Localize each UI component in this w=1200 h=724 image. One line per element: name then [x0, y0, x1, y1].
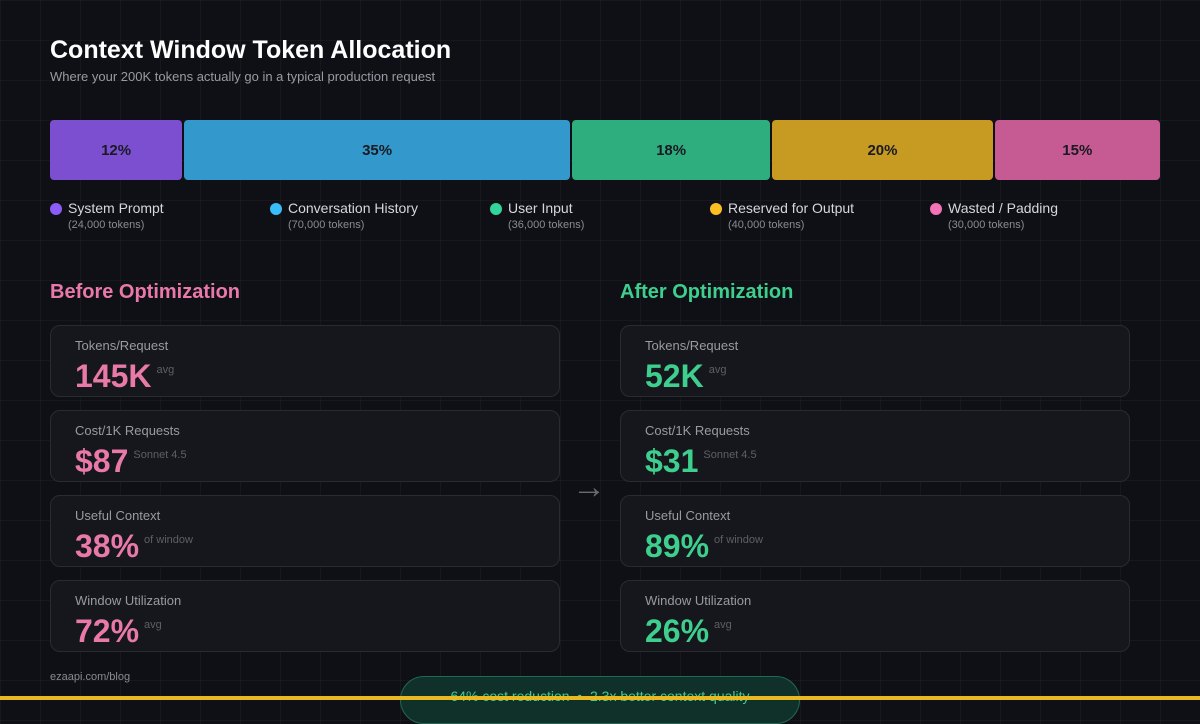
metric-card: Tokens/Request 145K avg	[50, 325, 560, 397]
metric-value-row: $87 Sonnet 4.5	[75, 443, 187, 480]
metric-label: Window Utilization	[75, 593, 182, 608]
metric-card: Window Utilization 72% avg	[50, 580, 560, 652]
legend-dot	[710, 203, 722, 215]
metric-value: 72%	[75, 613, 140, 649]
metric-value-row: 89% of window	[645, 528, 763, 565]
metric-value-row: 26% avg	[645, 613, 732, 650]
legend-tokens: (70,000 tokens)	[288, 219, 365, 231]
metric-card: Window Utilization 26% avg	[620, 580, 1130, 652]
metric-unit: avg	[144, 619, 162, 631]
source: ezaapi.com/blog	[50, 671, 131, 683]
legend-dot	[490, 203, 502, 215]
bar-segment: 35%	[184, 120, 570, 180]
metric-value: 145K	[75, 358, 152, 394]
legend-dot	[930, 203, 942, 215]
legend-tokens: (24,000 tokens)	[68, 219, 145, 231]
metric-label: Cost/1K Requests	[75, 423, 180, 438]
bar-segment: 15%	[994, 120, 1160, 180]
metric-unit: avg	[708, 364, 727, 376]
metric-unit: Sonnet 4.5	[133, 449, 187, 461]
legend-label: Conversation History	[288, 200, 418, 216]
allocation-bar: 12% 35% 18% 20% 15%	[50, 120, 1160, 180]
legend-tokens: (30,000 tokens)	[948, 219, 1025, 231]
section-title: After Optimization	[620, 281, 794, 303]
section-title: Before Optimization	[50, 281, 241, 303]
metric-card: Tokens/Request 52K avg	[620, 325, 1130, 397]
metric-unit: avg	[714, 619, 732, 631]
metric-value: $87	[75, 443, 129, 479]
legend-dot	[270, 203, 282, 215]
segment-label: 18%	[656, 141, 687, 159]
bar-segment: 12%	[50, 120, 183, 180]
segment-label: 20%	[867, 141, 898, 159]
metric-label: Useful Context	[75, 508, 161, 523]
metric-value: $31	[645, 443, 699, 479]
metric-label: Window Utilization	[645, 593, 752, 608]
legend-label: System Prompt	[68, 200, 164, 216]
metric-unit: of window	[714, 534, 763, 546]
summary-pill: 64% cost reduction • 2.3x better context…	[400, 676, 800, 724]
metric-label: Tokens/Request	[645, 338, 739, 353]
bar-segment: 20%	[772, 120, 993, 180]
legend-label: User Input	[508, 200, 573, 216]
metric-label: Useful Context	[645, 508, 731, 523]
legend-tokens: (40,000 tokens)	[728, 219, 805, 231]
title: Context Window Token Allocation	[50, 36, 452, 64]
metric-card: Useful Context 38% of window	[50, 495, 560, 567]
metric-unit: of window	[144, 534, 193, 546]
metric-card: Cost/1K Requests $87 Sonnet 4.5	[50, 410, 560, 482]
segment-label: 35%	[362, 141, 393, 159]
legend-tokens: (36,000 tokens)	[508, 219, 585, 231]
arrow: →	[572, 468, 606, 506]
metric-value-row: 145K avg	[75, 358, 174, 395]
bottom-stripe	[0, 696, 1200, 700]
metric-value: 89%	[645, 528, 710, 564]
legend-label: Wasted / Padding	[948, 200, 1058, 216]
metric-unit: avg	[156, 364, 175, 376]
metric-label: Tokens/Request	[75, 338, 169, 353]
metric-card: Cost/1K Requests $31 Sonnet 4.5	[620, 410, 1130, 482]
metric-value: 38%	[75, 528, 140, 564]
subtitle: Where your 200K tokens actually go in a …	[50, 69, 436, 84]
metric-value-row: 38% of window	[75, 528, 193, 565]
metric-value-row: 72% avg	[75, 613, 162, 650]
metric-value: 26%	[645, 613, 710, 649]
metric-value: 52K	[645, 358, 704, 394]
metric-unit: Sonnet 4.5	[703, 449, 757, 461]
segment-label: 12%	[101, 141, 132, 159]
segment-label: 15%	[1062, 141, 1093, 159]
legend-label: Reserved for Output	[728, 200, 855, 216]
metric-value-row: 52K avg	[645, 358, 726, 395]
metric-value-row: $31 Sonnet 4.5	[645, 443, 757, 480]
metric-card: Useful Context 89% of window	[620, 495, 1130, 567]
bar-segment: 18%	[571, 120, 771, 180]
metric-label: Cost/1K Requests	[645, 423, 750, 438]
legend-dot	[50, 203, 62, 215]
